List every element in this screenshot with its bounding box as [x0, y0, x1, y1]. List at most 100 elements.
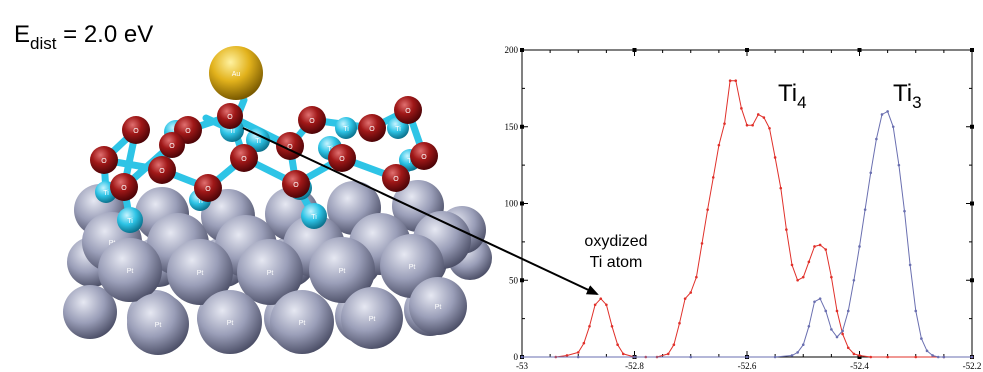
- o-atom-label: O: [421, 154, 427, 161]
- data-point-ti4: [734, 79, 738, 82]
- o-atom-label: O: [393, 176, 399, 183]
- o-atom-label: O: [241, 156, 247, 163]
- o-atom: [90, 146, 118, 174]
- data-point-ti4: [841, 332, 844, 336]
- data-point-ti4: [565, 354, 569, 357]
- data-point-ti4: [852, 352, 856, 356]
- pt-atom: [409, 277, 467, 335]
- data-point-ti3: [576, 355, 580, 359]
- data-point-ti4: [745, 123, 749, 127]
- o-atom: [328, 144, 356, 172]
- series-line-ti4: [555, 80, 972, 358]
- x-tick-label: -52.6: [738, 361, 757, 371]
- o-atom-label: O: [293, 182, 299, 189]
- data-point-ti4: [740, 107, 743, 110]
- pt-atom: [98, 238, 162, 302]
- data-point-ti3: [869, 171, 873, 175]
- data-point-ti4: [621, 352, 625, 356]
- data-point-ti4: [610, 325, 614, 328]
- data-point-ti4: [711, 176, 715, 179]
- au-atom-label: Au: [232, 71, 241, 78]
- data-point-ti4: [762, 116, 766, 119]
- data-point-ti3: [942, 355, 946, 359]
- data-point-ti4: [835, 309, 839, 313]
- data-point-ti3: [841, 329, 844, 333]
- o-atom-label: O: [369, 126, 375, 133]
- data-point-ti4: [807, 260, 811, 264]
- pt-atom-label: Pt: [127, 268, 134, 275]
- y-tick-label: 200: [505, 45, 519, 55]
- pt-atom-label: Pt: [299, 320, 306, 327]
- ti-atom-label: Ti: [229, 128, 235, 135]
- annotation-line-1: oxydized: [584, 233, 647, 250]
- data-point-ti4: [779, 186, 783, 190]
- o-atom: [110, 173, 138, 201]
- y-tick-label: 50: [509, 275, 519, 285]
- o-atom: [382, 164, 410, 192]
- data-point-ti4: [723, 122, 726, 125]
- o-atom: [122, 116, 150, 144]
- y-tick-marker: [520, 48, 524, 52]
- o-atom-label: O: [169, 143, 175, 150]
- pt-atom-label: Pt: [435, 304, 442, 311]
- ti-atom-label: Ti: [343, 126, 349, 133]
- data-point-ti3: [846, 309, 850, 313]
- y-tick-marker-right: [970, 48, 974, 52]
- o-atom: [282, 170, 310, 198]
- data-point-ti4: [801, 275, 805, 279]
- ti-atom-label: Ti: [311, 214, 317, 221]
- data-point-ti3: [689, 355, 693, 359]
- data-point-ti3: [790, 354, 794, 357]
- data-point-ti3: [925, 349, 929, 353]
- data-point-ti4: [576, 351, 580, 354]
- ti-atom-label: Ti: [103, 190, 109, 197]
- x-tick-label: -52.4: [850, 361, 869, 371]
- o-atom-label: O: [227, 114, 233, 121]
- au-atom: [209, 46, 263, 100]
- o-atom-label: O: [101, 158, 107, 165]
- pt-atom: [127, 293, 189, 355]
- o-atom: [298, 106, 326, 134]
- data-point-ti3: [914, 309, 918, 313]
- x-tick-label: -52.8: [625, 361, 644, 371]
- data-point-ti3: [920, 337, 923, 340]
- o-atom-label: O: [287, 144, 293, 151]
- data-point-ti3: [908, 263, 912, 267]
- data-point-ti4: [886, 355, 889, 359]
- data-point-ti3: [931, 354, 934, 357]
- data-point-ti4: [695, 275, 698, 279]
- data-point-ti4: [858, 354, 861, 357]
- o-atom: [159, 132, 185, 158]
- data-point-ti4: [846, 346, 850, 350]
- ti-atom-label: Ti: [197, 198, 203, 205]
- data-point-ti3: [858, 245, 861, 248]
- o-atom: [148, 156, 176, 184]
- y-tick-label: 0: [514, 352, 519, 362]
- data-point-ti4: [672, 343, 676, 347]
- data-point-ti3: [880, 113, 884, 116]
- pt-atom: [270, 290, 334, 354]
- pt-atom-label: Pt: [267, 270, 274, 277]
- data-point-ti4: [728, 79, 732, 82]
- data-point-ti4: [869, 355, 873, 359]
- data-point-ti4: [773, 156, 777, 159]
- data-point-ti3: [818, 297, 822, 300]
- ti-atom: [335, 117, 357, 139]
- x-tick-label: -53: [516, 361, 528, 371]
- ti-atom-label: Ti: [395, 126, 401, 133]
- o-atom-label: O: [185, 128, 191, 135]
- o-atom-label: O: [205, 186, 211, 193]
- data-point-ti3: [886, 110, 889, 113]
- o-atom: [394, 96, 422, 124]
- data-point-ti4: [700, 242, 704, 245]
- x-tick-marker-top: [632, 48, 637, 52]
- data-point-ti4: [818, 243, 822, 247]
- o-atom: [217, 103, 243, 129]
- ti-atom-label: Ti: [255, 138, 261, 145]
- data-point-ti4: [751, 123, 754, 127]
- pt-atom-label: Pt: [227, 320, 234, 327]
- o-atom: [194, 174, 222, 202]
- data-point-ti4: [706, 208, 709, 211]
